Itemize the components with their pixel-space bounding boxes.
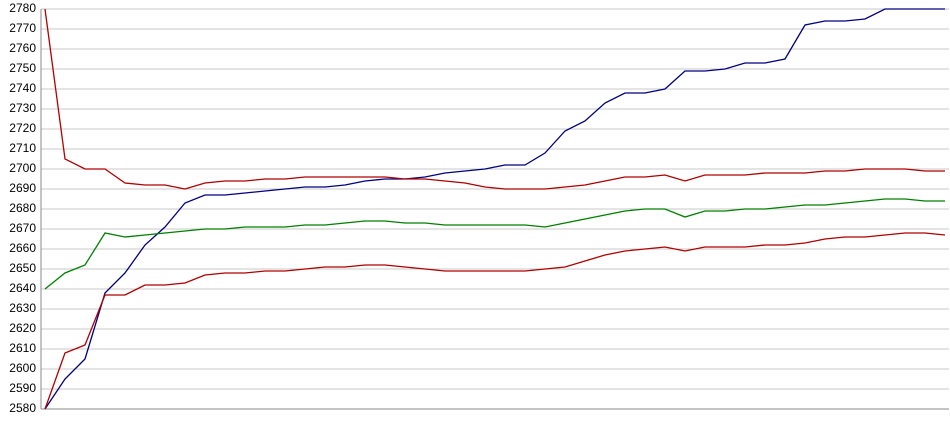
series-line	[44, 232, 946, 410]
y-tick-label: 2780	[9, 1, 36, 15]
series-line	[44, 8, 945, 190]
y-tick-label: 2750	[9, 61, 36, 75]
y-tick-label: 2710	[9, 141, 36, 155]
y-tick-label: 2680	[9, 201, 36, 215]
series-line	[44, 8, 945, 410]
y-tick-label: 2620	[9, 321, 36, 335]
y-tick-label: 2670	[9, 221, 36, 235]
y-tick-label: 2740	[9, 81, 36, 95]
y-tick-label: 2600	[9, 361, 36, 375]
y-tick-label: 2590	[9, 381, 36, 395]
y-tick-label: 2650	[9, 261, 36, 275]
y-tick-label: 2760	[9, 41, 36, 55]
y-tick-label: 2770	[9, 21, 36, 35]
y-tick-label: 2580	[9, 401, 36, 415]
y-tick-label: 2700	[9, 161, 36, 175]
y-tick-label: 2640	[9, 281, 36, 295]
y-tick-label: 2730	[9, 101, 36, 115]
y-tick-label: 2690	[9, 181, 36, 195]
y-tick-label: 2720	[9, 121, 36, 135]
y-tick-label: 2610	[9, 341, 36, 355]
y-tick-label: 2630	[9, 301, 36, 315]
series-line	[44, 198, 945, 290]
y-tick-label: 2660	[9, 241, 36, 255]
